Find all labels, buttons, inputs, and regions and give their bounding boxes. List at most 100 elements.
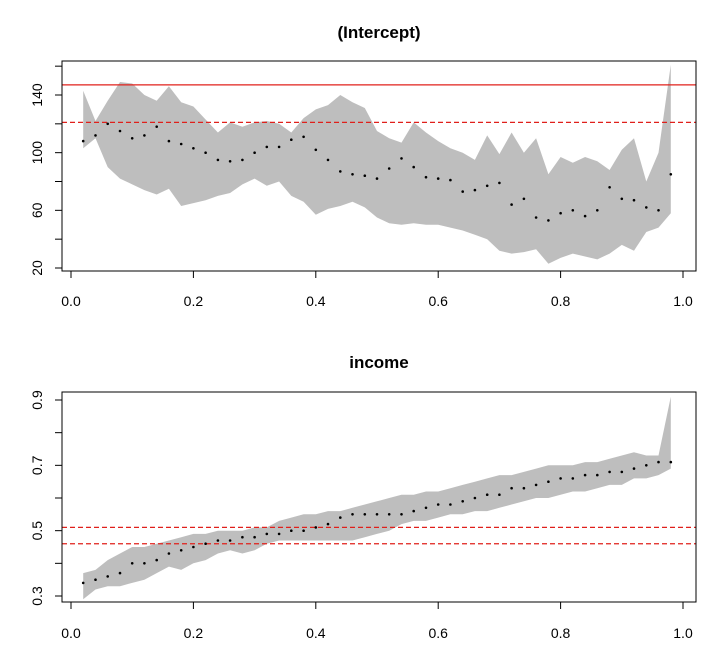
income-confidence-band — [83, 396, 671, 600]
income-panel: income 0.0 0.2 0.4 0.6 0.8 1.0 0.3 0.5 0.7 0.9 — [29, 353, 697, 641]
intercept-estimate-point — [449, 178, 452, 182]
intercept-x-tick-label: 0.2 — [184, 293, 204, 309]
intercept-estimate-point — [498, 181, 501, 185]
intercept-estimate-point — [657, 209, 660, 212]
intercept-estimate-point — [167, 139, 171, 143]
intercept-y-tick-label: 60 — [29, 202, 45, 218]
intercept-estimate-point — [94, 134, 97, 137]
intercept-estimate-point — [204, 151, 207, 154]
intercept-estimate-point — [81, 139, 85, 143]
intercept-estimate-point — [277, 145, 281, 149]
income-estimate-point — [253, 535, 256, 539]
income-estimate-point — [608, 470, 611, 474]
intercept-estimate-point — [253, 151, 256, 154]
intercept-estimate-point — [485, 184, 489, 188]
intercept-estimate-point — [192, 147, 195, 150]
intercept-estimate-point — [534, 216, 538, 219]
intercept-estimate-point — [596, 209, 599, 212]
intercept-estimate-point — [339, 170, 342, 173]
income-estimate-point — [657, 460, 660, 464]
income-y-tick-label: 0.5 — [29, 521, 45, 541]
income-estimate-point — [571, 477, 575, 480]
intercept-estimate-point — [547, 219, 550, 222]
intercept-x-tick-label: 0.8 — [551, 293, 571, 309]
intercept-estimate-point — [375, 177, 379, 180]
intercept-y-tick-label: 140 — [29, 83, 45, 107]
income-estimate-point — [559, 477, 562, 480]
income-estimate-point — [192, 545, 195, 549]
income-estimate-point — [620, 470, 624, 474]
income-estimate-point — [314, 526, 318, 529]
income-estimate-point — [387, 513, 391, 516]
income-estimate-point — [118, 571, 122, 575]
intercept-estimate-point — [522, 197, 526, 201]
intercept-estimate-point — [302, 135, 305, 139]
intercept-estimate-point — [314, 148, 318, 152]
intercept-estimate-point — [351, 173, 354, 176]
intercept-confidence-band — [83, 64, 671, 264]
income-estimate-point — [106, 575, 109, 578]
income-estimate-point — [485, 493, 489, 497]
intercept-estimate-point — [290, 138, 293, 141]
intercept-estimate-point — [118, 129, 122, 133]
income-estimate-point — [412, 509, 416, 513]
intercept-estimate-point — [216, 158, 220, 162]
income-estimate-point — [155, 558, 158, 562]
intercept-estimate-point — [265, 145, 269, 149]
income-y-tick-label: 0.9 — [29, 390, 45, 410]
intercept-x-tick-label: 1.0 — [673, 293, 693, 309]
intercept-y-tick-label: 20 — [29, 260, 45, 276]
intercept-estimate-point — [130, 137, 134, 140]
income-estimate-point — [449, 503, 452, 506]
income-estimate-point — [669, 460, 673, 464]
income-estimate-point — [204, 542, 207, 545]
income-estimate-point — [596, 473, 599, 477]
income-x-tick-label: 1.0 — [673, 625, 693, 641]
income-x-tick-label: 0.0 — [61, 625, 81, 641]
income-y-tick-label: 0.7 — [29, 455, 45, 475]
income-estimate-point — [216, 539, 220, 542]
income-estimate-point — [645, 464, 648, 467]
intercept-estimate-point — [363, 174, 367, 177]
income-estimate-point — [461, 500, 465, 503]
intercept-estimate-point — [632, 198, 636, 202]
income-estimate-point — [302, 529, 305, 532]
income-estimate-point — [400, 513, 403, 516]
income-estimate-point — [510, 486, 513, 490]
income-estimate-point — [534, 483, 538, 487]
income-estimate-point — [167, 552, 171, 555]
income-estimate-point — [241, 535, 244, 539]
intercept-estimate-point — [228, 160, 232, 163]
income-estimate-point — [81, 581, 85, 585]
intercept-chart-title: (Intercept) — [337, 23, 420, 42]
intercept-estimate-point — [143, 134, 146, 137]
income-x-tick-label: 0.8 — [551, 625, 571, 641]
income-y-tick-label: 0.3 — [29, 586, 45, 606]
intercept-estimate-point — [669, 173, 673, 176]
income-estimate-point — [522, 486, 526, 490]
income-estimate-point — [339, 516, 342, 519]
intercept-estimate-point — [424, 175, 428, 179]
intercept-estimate-point — [645, 206, 648, 209]
intercept-estimate-point — [241, 158, 244, 162]
income-plot-frame — [61, 391, 697, 603]
income-x-tick-label: 0.2 — [184, 625, 204, 641]
income-estimate-point — [424, 506, 428, 510]
intercept-estimate-point — [106, 122, 109, 126]
income-chart-title: income — [349, 353, 409, 372]
income-estimate-point — [498, 493, 501, 497]
income-estimate-point — [583, 473, 587, 477]
income-x-tick-label: 0.6 — [428, 625, 448, 641]
income-x-tick-label: 0.4 — [306, 625, 326, 641]
intercept-estimate-point — [473, 188, 477, 192]
intercept-estimate-point — [387, 167, 391, 170]
intercept-estimate-point — [326, 158, 330, 162]
intercept-estimate-point — [571, 209, 575, 212]
intercept-estimate-point — [155, 125, 158, 128]
intercept-estimate-point — [400, 157, 403, 160]
intercept-x-tick-label: 0.4 — [306, 293, 326, 309]
intercept-estimate-point — [510, 203, 513, 206]
intercept-plot-frame — [61, 60, 697, 272]
intercept-estimate-point — [620, 197, 624, 201]
